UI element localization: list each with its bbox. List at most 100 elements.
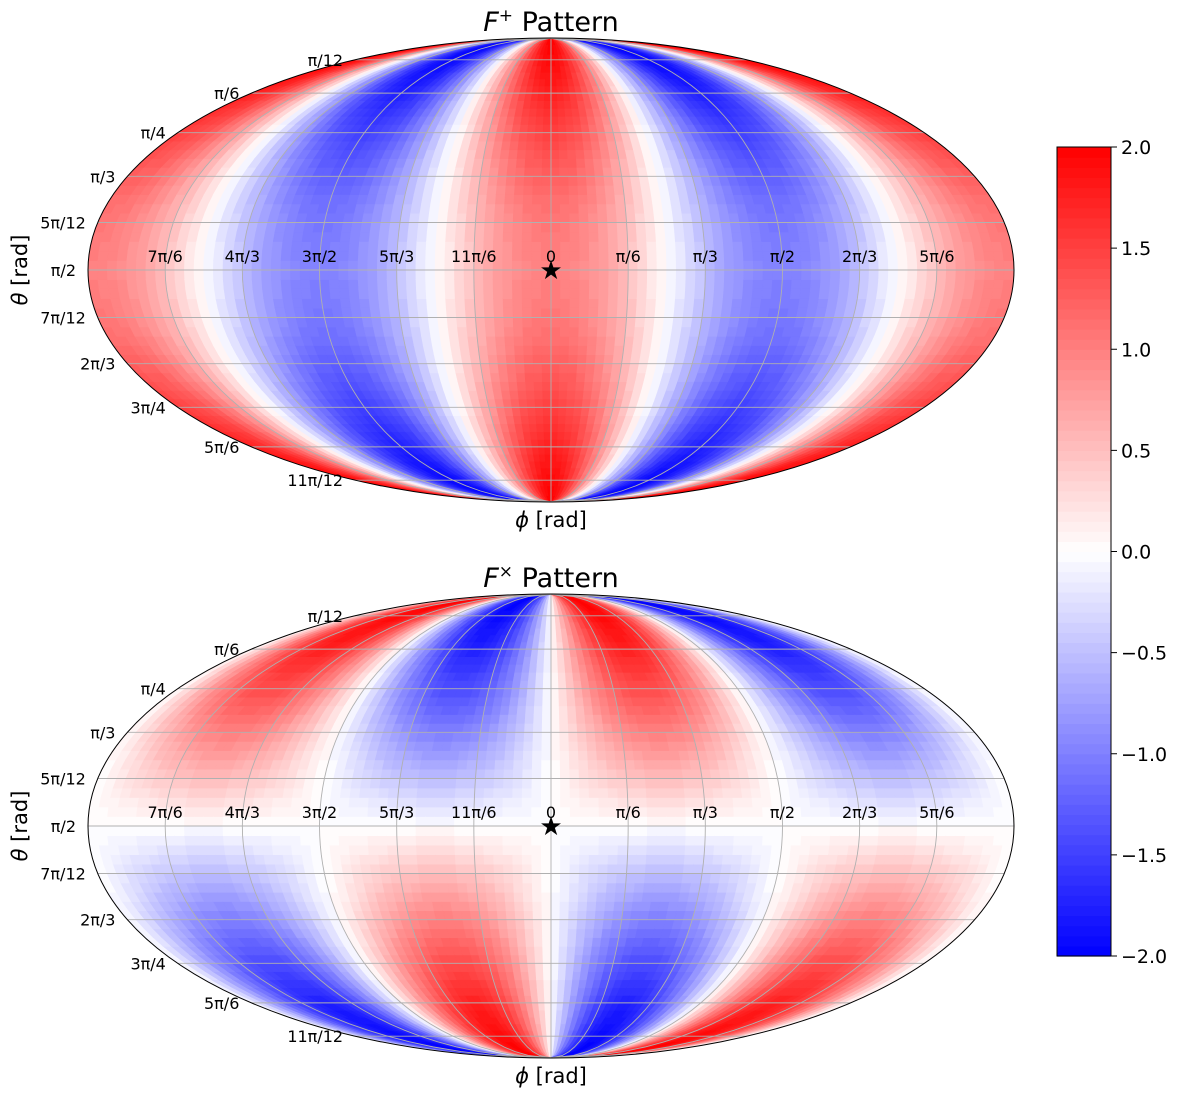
heatmap-cell [733, 250, 745, 261]
heatmap-cell [406, 288, 418, 299]
heatmap-cell [820, 260, 832, 271]
heatmap-cell [135, 269, 147, 280]
heatmap-cell [434, 250, 446, 261]
heatmap-cell [174, 269, 186, 280]
heatmap-cell [550, 222, 561, 233]
heatmap-cell [359, 298, 371, 309]
heatmap-cell [656, 269, 668, 280]
heatmap-cell [556, 92, 565, 102]
heatmap-cell [837, 288, 850, 299]
heatmap-cell [483, 279, 494, 290]
heatmap-cell [512, 298, 523, 309]
heatmap-cell [485, 203, 496, 214]
heatmap-cell [542, 406, 552, 417]
heatmap-cell [633, 326, 645, 337]
heatmap-cell [522, 203, 533, 214]
heatmap-cell [512, 231, 523, 242]
heatmap-cell [359, 231, 371, 242]
heatmap-cell [495, 345, 507, 356]
heatmap-cell [569, 231, 581, 242]
heatmap-cell [613, 345, 625, 356]
heatmap-cell [588, 241, 600, 252]
heatmap-cell [444, 279, 456, 290]
heatmap-cell [290, 279, 302, 290]
heatmap-cell [800, 250, 812, 261]
heatmap-cell [592, 158, 604, 168]
heatmap-cell [740, 231, 753, 242]
heatmap-cell [771, 279, 783, 290]
heatmap-cell [550, 175, 561, 186]
heatmap-cell [521, 250, 533, 261]
heatmap-cell [569, 269, 581, 280]
heatmap-cell [828, 288, 840, 299]
heatmap-cell [702, 298, 715, 309]
heatmap-cell [693, 298, 705, 309]
heatmap-cell [271, 288, 284, 299]
heatmap-cell [455, 222, 467, 233]
heatmap-cell [559, 354, 570, 365]
heatmap-cell [493, 231, 504, 242]
heatmap-cell [474, 222, 486, 233]
heatmap-cell [550, 389, 560, 400]
heatmap-cell [762, 269, 774, 280]
heatmap-cell [435, 298, 447, 309]
heatmap-cell [586, 345, 598, 356]
heatmap-cell [483, 298, 495, 309]
heatmap-cell [428, 326, 441, 337]
heatmap-cell [516, 149, 527, 159]
heatmap-cell [489, 372, 501, 382]
heatmap-cell [830, 260, 841, 271]
heatmap-cell [752, 269, 764, 280]
heatmap-cell [550, 317, 561, 328]
heatmap-cell [518, 398, 529, 408]
heatmap-cell [790, 279, 803, 290]
heatmap-cell [466, 326, 478, 337]
heatmap-cell [485, 194, 497, 205]
heatmap-cell [584, 372, 595, 382]
heatmap-cell [502, 279, 513, 290]
heatmap-cell [473, 288, 485, 299]
heatmap-cell [618, 269, 629, 280]
heatmap-cell [559, 335, 570, 346]
heatmap-cell [733, 269, 745, 280]
heatmap-cell [681, 212, 694, 223]
heatmap-cell [720, 222, 733, 233]
heatmap-cell [193, 260, 205, 271]
heatmap-cell [536, 107, 545, 117]
heatmap-cell [750, 231, 763, 242]
heatmap-cell [369, 222, 382, 233]
heatmap-cell [550, 212, 561, 223]
heatmap-cell [848, 279, 860, 290]
heatmap-cell [476, 194, 488, 205]
heatmap-cell [301, 298, 314, 309]
heatmap-cell [626, 307, 638, 318]
heatmap-cell [88, 279, 100, 290]
heatmap-cell [483, 288, 494, 299]
heatmap-cell [575, 149, 586, 159]
heatmap-cell [145, 269, 157, 280]
heatmap-cell [348, 250, 360, 261]
heatmap-cell [531, 317, 543, 328]
heatmap-cell [681, 317, 694, 328]
heatmap-cell [475, 317, 486, 328]
heatmap-cell [427, 317, 440, 328]
heatmap-cell [457, 203, 469, 214]
heatmap-cell [512, 279, 523, 290]
heatmap-cell [626, 231, 638, 242]
heatmap-cell [319, 279, 331, 290]
heatmap-cell [673, 307, 685, 318]
heatmap-cell [545, 59, 552, 67]
heatmap-cell [829, 250, 841, 261]
heatmap-cell [585, 354, 597, 365]
heatmap-cell [547, 48, 552, 55]
heatmap-cell [214, 288, 227, 299]
heatmap-cell [531, 288, 542, 299]
heatmap-cell [526, 398, 536, 408]
heatmap-cell [525, 140, 536, 151]
heatmap-cell [545, 467, 552, 475]
heatmap-cell [742, 241, 754, 252]
heatmap-cell [712, 298, 724, 309]
heatmap-cell [518, 132, 529, 142]
heatmap-cell [711, 222, 723, 233]
heatmap-cell [541, 335, 552, 346]
